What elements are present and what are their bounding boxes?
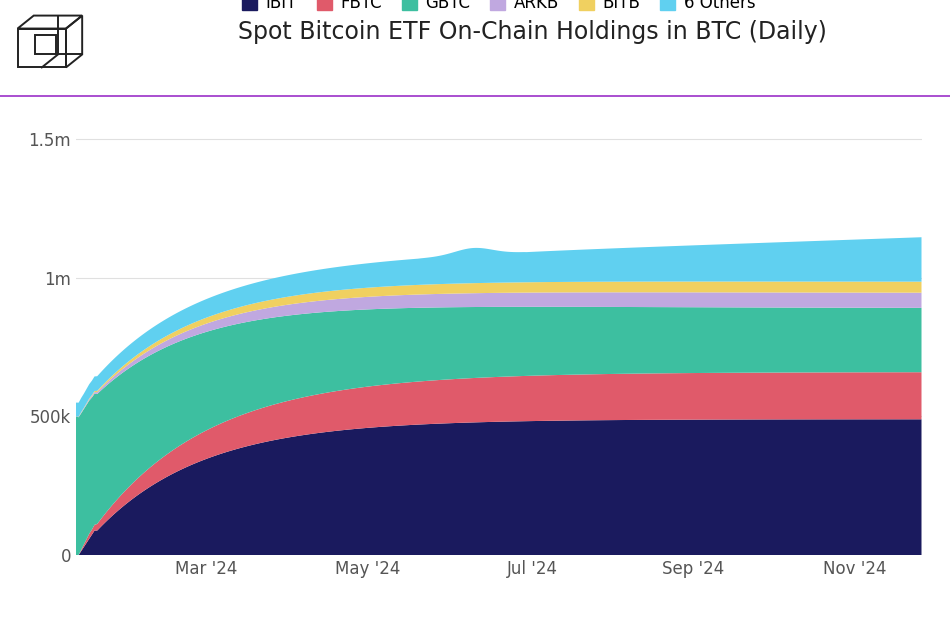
Title: Spot Bitcoin ETF On-Chain Holdings in BTC (Daily): Spot Bitcoin ETF On-Chain Holdings in BT… bbox=[238, 20, 827, 44]
Legend: IBIT, FBTC, GBTC, ARKB, BITB, 6 Others: IBIT, FBTC, GBTC, ARKB, BITB, 6 Others bbox=[234, 0, 764, 21]
